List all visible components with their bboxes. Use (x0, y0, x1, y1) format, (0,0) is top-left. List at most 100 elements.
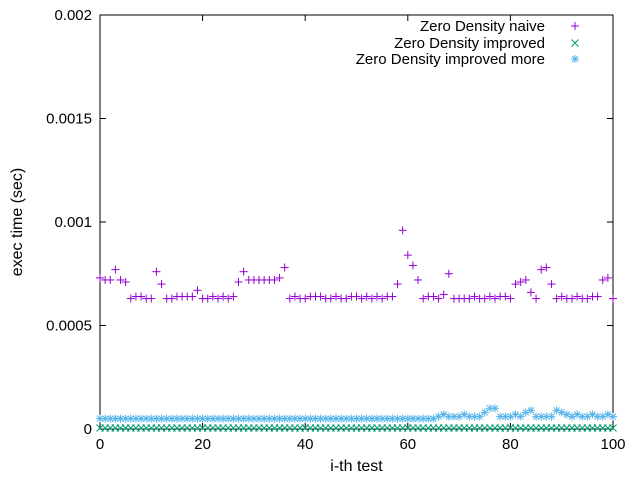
x-tick-label: 100 (600, 436, 625, 453)
points-layer (96, 226, 617, 432)
improved-more-point (357, 414, 366, 423)
x-tick-label: 80 (502, 436, 519, 453)
naive-point (121, 278, 130, 287)
y-tick-label: 0.001 (54, 214, 92, 231)
naive-point (403, 251, 412, 260)
improved-more-point (321, 414, 330, 423)
naive-point (357, 294, 366, 303)
naive-point (239, 267, 248, 276)
legend-marker-glyph (571, 55, 579, 63)
improved-more-point (537, 412, 546, 421)
improved-more-point (285, 414, 294, 423)
naive-point (280, 263, 289, 272)
improved-more-point (255, 414, 264, 423)
naive-point (567, 294, 576, 303)
legend-label-improved-more: Zero Density improved more (356, 51, 545, 68)
x-tick-label: 40 (297, 436, 314, 453)
naive-point (557, 292, 566, 301)
naive-point (373, 292, 382, 301)
naive-point (285, 294, 294, 303)
naive-point (224, 294, 233, 303)
naive-point (126, 294, 135, 303)
naive-point (111, 265, 120, 274)
naive-point (480, 294, 489, 303)
improved-more-point (193, 414, 202, 423)
improved-more-point (378, 414, 387, 423)
legend-marker-glyph (571, 22, 579, 30)
naive-point (270, 275, 279, 284)
improved-more-point (178, 414, 187, 423)
x-tick-label: 0 (96, 436, 104, 453)
naive-point (301, 294, 310, 303)
naive-point (573, 292, 582, 301)
naive-point (526, 288, 535, 297)
naive-point (506, 294, 515, 303)
naive-point (542, 263, 551, 272)
naive-point (398, 226, 407, 235)
improved-more-point (609, 412, 617, 421)
naive-point (501, 292, 510, 301)
naive-point (342, 294, 351, 303)
naive-point (157, 280, 166, 289)
naive-point (434, 294, 443, 303)
y-axis-label: exec time (sec) (9, 168, 26, 276)
naive-point (470, 292, 479, 301)
y-tick-label: 0.0015 (46, 111, 92, 128)
improved-more-point (137, 414, 146, 423)
naive-point (444, 269, 453, 278)
x-tick-label: 20 (194, 436, 211, 453)
naive-point (511, 280, 520, 289)
y-tick-label: 0.0005 (46, 318, 92, 335)
improved-more-point (147, 414, 156, 423)
naive-point (116, 275, 125, 284)
improved-more-point (603, 410, 612, 419)
naive-point (414, 275, 423, 284)
improved-more-point (331, 414, 340, 423)
naive-point (593, 292, 602, 301)
naive-point (152, 267, 161, 276)
improved-point (609, 424, 617, 432)
legend-marker-improved-more (571, 55, 579, 63)
x-tick-label: 60 (399, 436, 416, 453)
naive-point (290, 292, 299, 301)
naive-point (532, 294, 541, 303)
improved-more-point (239, 414, 248, 423)
improved-more-point (444, 412, 453, 421)
naive-point (378, 294, 387, 303)
naive-point (106, 275, 115, 284)
naive-point (352, 292, 361, 301)
naive-point (188, 292, 197, 301)
improved-more-point (393, 414, 402, 423)
naive-point (331, 292, 340, 301)
improved-more-point (449, 412, 458, 421)
improved-more-point (526, 406, 535, 415)
improved-more-point (142, 414, 151, 423)
naive-point (203, 294, 212, 303)
improved-more-point (260, 414, 269, 423)
naive-point (229, 292, 238, 301)
improved-more-point (388, 414, 397, 423)
naive-point (362, 292, 371, 301)
naive-point (388, 292, 397, 301)
naive-point (598, 275, 607, 284)
naive-point (326, 294, 335, 303)
naive-point (137, 292, 146, 301)
improved-more-point (414, 414, 423, 423)
naive-point (547, 280, 556, 289)
naive-point (552, 294, 561, 303)
improved-more-point (547, 412, 556, 421)
improved-more-point (342, 414, 351, 423)
y-tick-label: 0.002 (54, 7, 92, 24)
naive-point (234, 278, 243, 287)
improved-more-point (516, 412, 525, 421)
naive-point (316, 292, 325, 301)
naive-point (609, 294, 617, 303)
naive-point (583, 294, 592, 303)
legend-marker-naive (571, 22, 579, 30)
legend-marker-glyph (571, 39, 579, 47)
naive-point (516, 278, 525, 287)
legend: Zero Density naive Zero Density improved… (356, 18, 579, 68)
improved-more-point (496, 412, 505, 421)
improved-more-point (106, 414, 115, 423)
